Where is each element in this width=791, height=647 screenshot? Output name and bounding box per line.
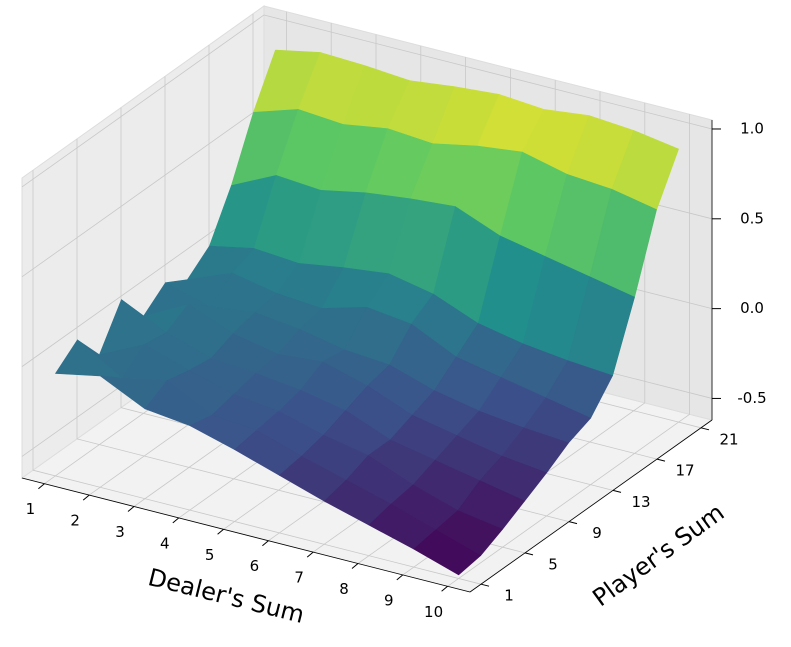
x-tick-label: 4	[160, 534, 170, 552]
x-tick-label: 5	[205, 546, 215, 564]
z-tick-label: 0.5	[740, 209, 764, 227]
x-tick	[82, 494, 90, 501]
x-tick	[441, 585, 448, 592]
y-tick-label: 17	[675, 462, 694, 480]
grid-line	[21, 104, 265, 278]
x-tick-label: 7	[294, 569, 304, 587]
x-tick	[306, 551, 314, 558]
z-tick-label: 1.0	[740, 119, 764, 137]
x-axis-title: Dealer's Sum	[145, 563, 307, 629]
z-tick-label: 0.0	[740, 299, 764, 317]
x-tick-label: 8	[339, 580, 349, 598]
y-tick	[700, 427, 710, 431]
y-tick	[612, 489, 622, 493]
y-tick-label: 5	[548, 555, 558, 573]
grid-line	[263, 14, 713, 130]
y-tick	[480, 583, 490, 587]
y-tick-label: 9	[592, 524, 602, 542]
axis-line	[469, 419, 713, 593]
x-tick	[396, 574, 404, 581]
grid-line	[21, 14, 265, 188]
y-tick-label: 13	[631, 493, 650, 511]
z-tick-label: -0.5	[737, 389, 766, 407]
axis-line	[21, 477, 471, 593]
x-tick-label: 6	[250, 557, 260, 575]
x-tick	[127, 506, 135, 512]
grid-line	[32, 469, 482, 585]
x-tick-label: 10	[424, 603, 443, 621]
x-tick	[172, 517, 180, 524]
y-tick	[568, 521, 578, 525]
x-tick	[262, 540, 269, 547]
y-axis-title: Player's Sum	[587, 498, 729, 612]
x-tick-label: 3	[115, 523, 125, 541]
surface-patch	[413, 529, 481, 576]
y-tick-label: 21	[719, 430, 738, 448]
grid-line	[447, 413, 690, 587]
y-tick	[524, 552, 534, 556]
x-tick	[351, 563, 359, 569]
y-tick-label: 1	[504, 587, 514, 605]
y-tick	[656, 458, 666, 462]
x-tick-label: 1	[26, 500, 36, 518]
x-tick	[38, 483, 45, 490]
x-tick	[217, 528, 224, 535]
x-tick-label: 9	[384, 591, 394, 609]
surface	[55, 49, 679, 576]
x-tick-label: 2	[70, 512, 80, 530]
